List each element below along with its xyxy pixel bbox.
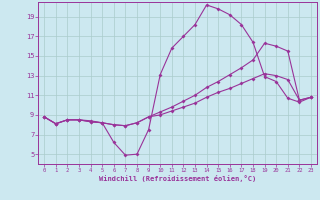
X-axis label: Windchill (Refroidissement éolien,°C): Windchill (Refroidissement éolien,°C) bbox=[99, 175, 256, 182]
